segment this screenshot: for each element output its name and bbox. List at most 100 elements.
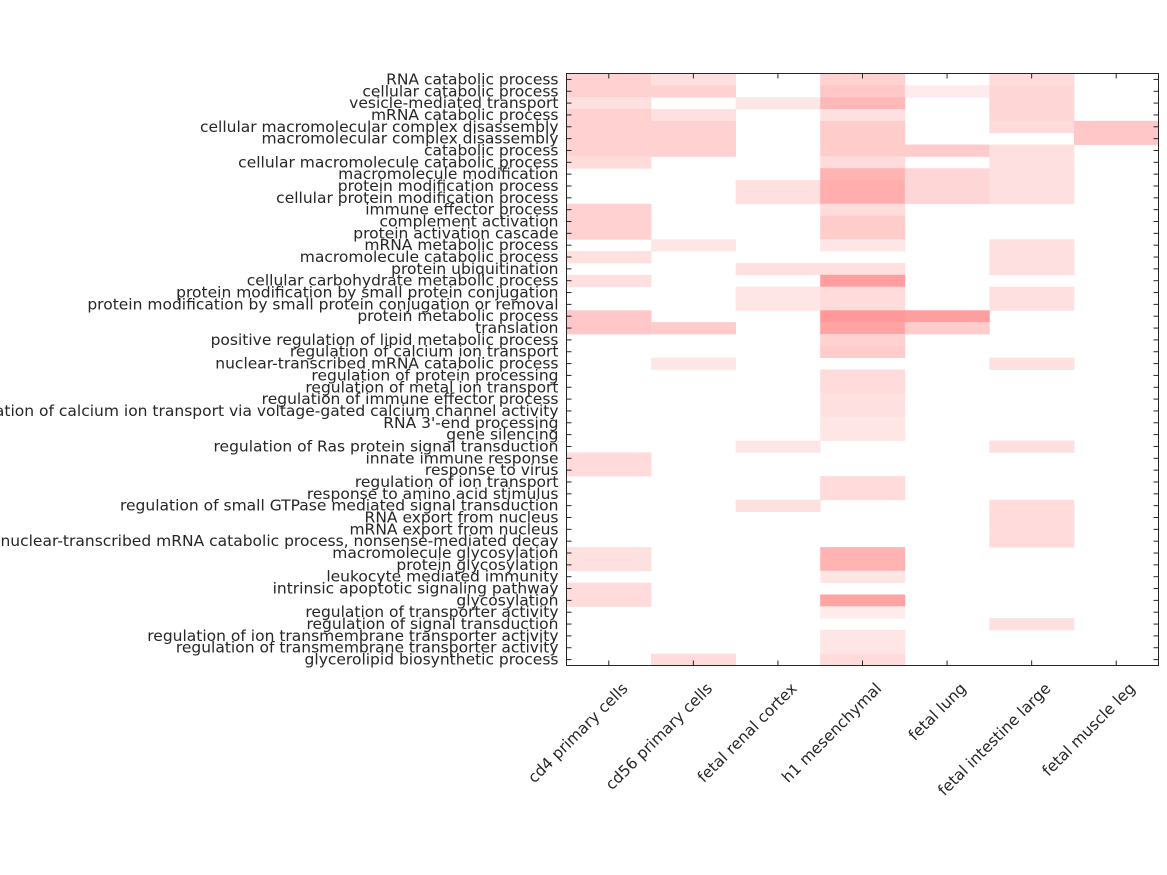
heatmap-cell [566,120,652,134]
heatmap-cell [735,180,821,193]
heatmap-cell [566,109,652,122]
heatmap-cell [989,120,1075,134]
heatmap-cell [820,322,906,335]
row-label: cellular macromolecular complex disassem… [200,118,559,136]
heatmap-cell [989,262,1075,276]
heatmap-cell [566,144,652,157]
heatmap-cell [989,440,1075,453]
row-label: glycosylation [456,591,558,609]
heatmap-cell [651,132,737,145]
row-label: complement activation [379,213,558,231]
heatmap-cell [820,203,906,216]
heatmap-cell [735,499,821,512]
heatmap-cell [820,215,906,228]
heatmap-cell [566,310,652,323]
heatmap-cell [820,416,906,430]
heatmap-cell [820,109,906,122]
row-label: mRNA catabolic process [371,106,559,124]
heatmap-cell [820,369,906,382]
heatmap-cell [820,286,906,299]
row-label: regulation of calcium ion transport via … [0,402,559,420]
row-label: regulation of calcium ion transport [290,343,559,361]
heatmap-cell [566,251,652,264]
row-label: catabolic process [424,141,559,159]
heatmap-cell [735,262,821,276]
row-label: vesicle-mediated transport [349,94,558,112]
heatmap-cell [989,618,1075,631]
row-label: macromolecule glycosylation [332,544,558,562]
row-label: regulation of small GTPase mediated sign… [120,497,559,515]
row-label: glycerolipid biosynthetic process [305,651,559,669]
row-label: regulation of metal ion transport [305,378,558,396]
row-label: protein ubiquitination [391,260,558,278]
row-label: protein modification process [338,177,559,195]
row-label: positive regulation of lipid metabolic p… [211,331,559,349]
heatmap-cell [820,239,906,252]
heatmap-cell [566,464,652,477]
heatmap-cell [989,511,1075,524]
row-label: regulation of transmembrane transporter … [176,639,559,657]
heatmap-cell [904,310,990,323]
row-label: response to amino acid stimulus [307,485,559,503]
heatmap-cell [820,180,906,193]
heatmap-cell [820,73,906,86]
heatmap-cell [651,653,737,666]
heatmap-cell [651,357,737,370]
row-label: response to virus [425,461,559,479]
heatmap-cell [566,547,652,560]
heatmap-cell [566,582,652,595]
heatmap-cell [904,322,990,335]
heatmap-cell [820,476,906,489]
heatmap-cell [820,85,906,98]
heatmap-cell [820,333,906,347]
row-label: regulation of Ras protein signal transdu… [214,437,559,455]
row-label: cellular protein modification process [276,189,558,207]
heatmap-cell [820,629,906,643]
heatmap-cell [820,120,906,134]
heatmap-cell [989,97,1075,110]
heatmap-cell [820,191,906,205]
heatmap-cell [820,298,906,311]
heatmap-cell [904,180,990,193]
heatmap-cell [651,109,737,122]
heatmap-cell [989,85,1075,98]
row-label: RNA 3'-end processing [383,414,558,432]
heatmap-cell [566,322,652,335]
row-label: regulation of signal transduction [306,615,558,633]
heatmap-cell [820,132,906,145]
row-label: macromolecule modification [338,165,558,183]
row-label: cellular catabolic process [362,82,558,100]
heatmap-cell [820,144,906,157]
heatmap-cell [820,345,906,359]
heatmap-cell [566,156,652,169]
row-label: regulation of immune effector process [262,390,559,408]
row-label: intrinsic apoptotic signaling pathway [273,580,559,598]
heatmap-cell [989,73,1075,86]
heatmap-cell [820,547,906,560]
heatmap-cell [820,97,906,110]
heatmap-cell [1073,132,1159,145]
heatmap-cell [820,570,906,584]
heatmap-cell [735,440,821,453]
row-label: protein glycosylation [396,556,558,574]
axis-ticks [566,73,1159,666]
row-label: protein modification by small protein co… [176,284,558,302]
heatmap-cell [820,653,906,666]
heatmap-cell [820,381,906,394]
heatmap-cell [820,487,906,501]
heatmap-cell [820,405,906,418]
heatmap-cell [566,132,652,145]
heatmap-cell [566,227,652,240]
heatmap-cell [820,393,906,406]
heatmap-cell [820,227,906,240]
heatmap-cell [820,156,906,169]
row-label: regulation of ion transport [355,473,559,491]
heatmap-cell [735,298,821,311]
heatmap-cell [566,97,652,110]
row-label: translation [475,319,558,337]
heatmap-cell [651,239,737,252]
row-label: protein modification by small protein co… [87,295,558,313]
heatmap-cell [989,499,1075,512]
heatmap-cell [904,191,990,205]
